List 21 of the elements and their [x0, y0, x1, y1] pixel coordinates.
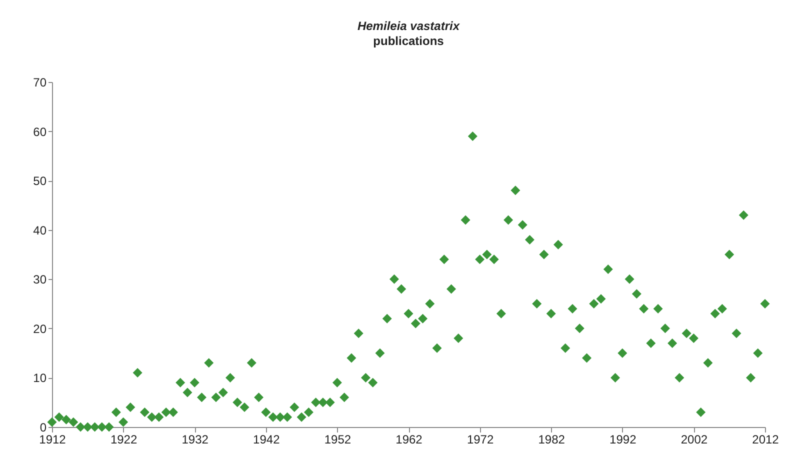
x-tick-label: 1992 — [610, 432, 637, 446]
y-tick-label: 10 — [33, 371, 47, 386]
y-tick-label: 20 — [33, 322, 47, 336]
x-tick-label: 2012 — [752, 432, 780, 446]
y-tick-label: 60 — [33, 124, 47, 139]
x-tick-label: 1922 — [110, 432, 138, 446]
x-tick-label: 1972 — [466, 432, 494, 446]
x-tick-label: 1952 — [324, 432, 352, 446]
chart-title: Hemileia vastatrix — [357, 19, 461, 33]
x-tick-label: 1962 — [396, 432, 423, 446]
y-tick-label: 0 — [40, 420, 47, 434]
x-tick-label: 1932 — [182, 432, 209, 446]
x-tick-label: 1942 — [253, 432, 280, 446]
chart-subtitle: publications — [373, 34, 444, 48]
y-tick-label: 40 — [33, 223, 47, 238]
x-tick-label: 2002 — [680, 432, 708, 446]
y-tick-label: 70 — [33, 76, 47, 90]
x-tick-label: 1912 — [39, 432, 66, 446]
x-tick-label: 1982 — [538, 432, 566, 446]
y-tick-label: 30 — [33, 272, 47, 287]
y-tick-label: 50 — [33, 174, 47, 188]
